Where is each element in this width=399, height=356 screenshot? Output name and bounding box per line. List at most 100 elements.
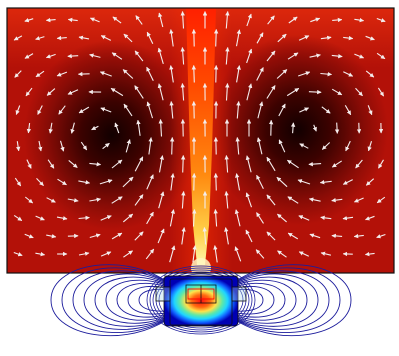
velocity-arrow bbox=[213, 173, 219, 191]
velocity-arrow bbox=[287, 159, 299, 169]
velocity-arrow bbox=[134, 194, 144, 206]
velocity-arrow bbox=[122, 176, 134, 188]
velocity-arrow bbox=[276, 176, 288, 188]
velocity-arrow bbox=[111, 232, 123, 240]
velocity-arrow bbox=[122, 213, 134, 223]
velocity-arrow bbox=[89, 161, 102, 167]
velocity-arrow bbox=[13, 251, 23, 257]
velocity-arrow bbox=[146, 174, 154, 190]
velocity-arrow bbox=[320, 215, 332, 220]
velocity-arrow bbox=[225, 11, 230, 29]
velocity-arrow bbox=[277, 213, 287, 223]
velocity-arrow bbox=[256, 137, 263, 155]
velocity-arrow bbox=[355, 87, 363, 97]
velocity-arrow bbox=[35, 70, 45, 78]
velocity-arrow bbox=[308, 197, 321, 202]
velocity-arrow bbox=[298, 71, 311, 77]
velocity-arrow bbox=[245, 155, 252, 173]
velocity-arrow bbox=[158, 155, 164, 173]
velocity-arrow bbox=[342, 215, 354, 221]
velocity-arrow bbox=[36, 178, 44, 186]
velocity-arrow bbox=[157, 228, 165, 244]
velocity-arrow bbox=[353, 233, 364, 239]
velocity-arrow bbox=[56, 71, 68, 77]
velocity-arrow bbox=[255, 249, 265, 259]
velocity-arrow bbox=[57, 178, 67, 186]
velocity-arrow bbox=[180, 83, 185, 101]
isotherm-line bbox=[220, 279, 297, 321]
velocity-arrow bbox=[67, 53, 79, 59]
velocity-arrow bbox=[100, 35, 112, 41]
velocity-arrow bbox=[70, 122, 75, 134]
velocity-arrow bbox=[353, 197, 364, 203]
velocity-arrow bbox=[224, 191, 229, 209]
velocity-arrow bbox=[287, 232, 299, 240]
velocity-arrow bbox=[169, 65, 174, 83]
velocity-arrow bbox=[236, 101, 241, 119]
velocity-arrow bbox=[26, 159, 32, 169]
velocity-arrow bbox=[46, 234, 57, 239]
velocity-arrow bbox=[321, 106, 331, 114]
velocity-arrow bbox=[134, 50, 144, 62]
velocity-arrow bbox=[213, 29, 219, 47]
velocity-arrow bbox=[287, 196, 299, 204]
velocity-arrow bbox=[287, 52, 299, 60]
velocity-arrow bbox=[354, 53, 365, 59]
velocity-arrow bbox=[298, 251, 310, 257]
velocity-arrow bbox=[67, 17, 78, 23]
velocity-arrow bbox=[308, 161, 322, 167]
velocity-arrow bbox=[256, 212, 264, 224]
velocity-arrow bbox=[157, 47, 164, 65]
velocity-arrow bbox=[100, 251, 112, 257]
velocity-arrow bbox=[192, 209, 197, 227]
velocity-arrow bbox=[266, 85, 276, 99]
velocity-arrow bbox=[191, 65, 197, 83]
velocity-arrow bbox=[246, 48, 253, 64]
velocity-arrow bbox=[26, 123, 32, 134]
velocity-arrow bbox=[355, 159, 363, 169]
velocity-arrow bbox=[78, 35, 90, 40]
left-pad bbox=[155, 286, 171, 302]
velocity-arrow bbox=[354, 17, 365, 23]
velocity-arrow bbox=[364, 251, 375, 257]
velocity-arrow bbox=[146, 66, 154, 82]
velocity-arrow bbox=[181, 227, 186, 245]
velocity-arrow bbox=[298, 35, 310, 41]
velocity-arrow bbox=[192, 245, 197, 263]
velocity-arrow bbox=[343, 35, 354, 41]
velocity-arrow bbox=[367, 105, 373, 116]
velocity-arrow bbox=[257, 101, 264, 119]
velocity-arrow bbox=[146, 211, 154, 225]
velocity-arrow bbox=[89, 17, 100, 23]
velocity-arrow bbox=[297, 179, 311, 185]
velocity-arrow bbox=[158, 12, 164, 28]
velocity-arrow bbox=[331, 198, 343, 203]
velocity-arrow bbox=[235, 137, 240, 155]
velocity-arrow bbox=[331, 160, 343, 168]
left-vortex-core bbox=[24, 40, 200, 230]
velocity-arrow bbox=[266, 194, 276, 206]
velocity-arrow bbox=[45, 53, 56, 59]
isotherm-line bbox=[61, 267, 182, 333]
velocity-arrow bbox=[24, 233, 34, 239]
velocity-arrow bbox=[266, 50, 276, 62]
isotherm-line bbox=[220, 264, 352, 337]
isotherm-line bbox=[220, 276, 308, 324]
velocity-arrow bbox=[246, 83, 253, 101]
velocity-arrow bbox=[298, 215, 310, 221]
velocity-arrow bbox=[145, 248, 155, 260]
isotherm-line bbox=[220, 273, 319, 327]
velocity-arrow bbox=[24, 53, 34, 59]
velocity-arrow bbox=[35, 215, 45, 221]
velocity-arrow bbox=[48, 122, 53, 134]
velocity-arrow bbox=[334, 122, 340, 134]
velocity-arrow bbox=[78, 251, 90, 256]
velocity-arrow bbox=[180, 47, 185, 65]
velocity-arrow bbox=[245, 229, 253, 243]
velocity-arrow bbox=[365, 215, 375, 221]
velocity-arrow bbox=[111, 52, 123, 60]
velocity-arrow bbox=[332, 17, 343, 23]
velocity-arrow bbox=[134, 231, 144, 241]
velocity-arrow bbox=[310, 17, 321, 23]
isotherm-line bbox=[220, 270, 330, 330]
